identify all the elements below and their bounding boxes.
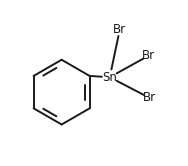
Text: Br: Br (142, 49, 155, 62)
Text: Sn: Sn (102, 71, 117, 84)
Text: Br: Br (113, 23, 126, 36)
Text: Br: Br (143, 91, 156, 104)
